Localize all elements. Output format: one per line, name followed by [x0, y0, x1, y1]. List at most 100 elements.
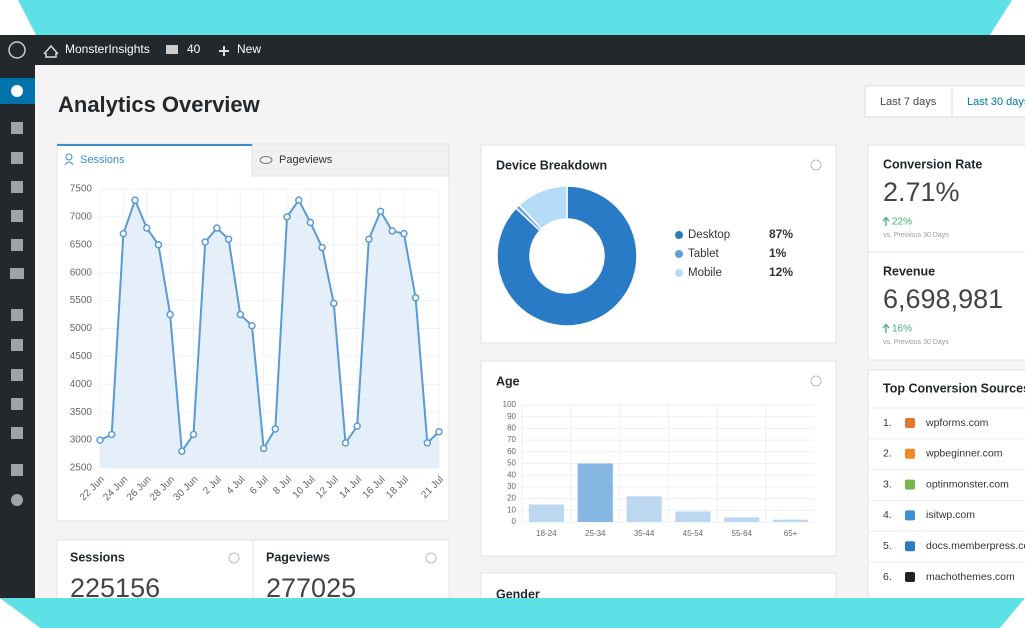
x-tick-label: 18-24: [536, 529, 557, 538]
x-tick-label: 55-64: [732, 529, 753, 538]
sidebar-icon[interactable]: [11, 239, 23, 251]
point: [365, 235, 373, 243]
wp-logo[interactable]: [8, 41, 26, 59]
point: [376, 207, 385, 216]
tab[interactable]: Sessions: [80, 154, 125, 166]
sidebar-icon[interactable]: [11, 494, 23, 506]
bottom-band: [0, 598, 1025, 628]
point: [400, 229, 408, 238]
y-tick-label: 3500: [70, 407, 93, 418]
sidebar-icon[interactable]: [11, 85, 23, 97]
point: [248, 321, 256, 330]
sidebar-icon[interactable]: [11, 398, 23, 410]
date-range-button[interactable]: Last 30 days: [967, 96, 1025, 108]
corner: [1000, 598, 1025, 628]
source-name[interactable]: docs.memberpress.com: [926, 540, 1025, 552]
info-icon[interactable]: [810, 159, 822, 171]
point: [294, 196, 303, 204]
source-name[interactable]: machothemes.com: [926, 571, 1015, 583]
source-rank: 3.: [883, 478, 892, 490]
y-tick-label: 4500: [70, 351, 93, 362]
comments-count[interactable]: 40: [187, 42, 201, 56]
site-link[interactable]: MonsterInsights: [65, 42, 150, 56]
bar: [675, 511, 711, 522]
source-name[interactable]: wpforms.com: [925, 417, 989, 429]
top-band: [18, 0, 1012, 35]
sidebar-icon[interactable]: [11, 181, 23, 193]
sidebar-icon[interactable]: [11, 152, 23, 164]
point: [411, 294, 420, 302]
y-tick-label: 80: [507, 424, 516, 433]
y-tick-label: 6000: [70, 267, 93, 278]
x-tick-label: 35-44: [634, 529, 655, 538]
x-tick-label: 25-34: [585, 529, 606, 538]
slice: [518, 185, 568, 231]
source-name[interactable]: wpbeginner.com: [925, 448, 1003, 460]
sessions-tab-accent[interactable]: [57, 144, 252, 146]
point: [353, 422, 361, 430]
new-link[interactable]: New: [237, 42, 261, 56]
sidebar-icon[interactable]: [11, 210, 23, 222]
source-icon: [905, 572, 915, 582]
date-range-group: [864, 85, 1025, 118]
sidebar-icon[interactable]: [11, 369, 23, 381]
sidebar-icon[interactable]: [10, 268, 24, 279]
y-tick-label: 2500: [70, 463, 93, 474]
sources-title: Top Conversion Sources: [883, 381, 1025, 395]
kpi-label: Revenue: [883, 264, 935, 278]
bar: [528, 504, 564, 522]
sidebar-icon[interactable]: [11, 309, 23, 321]
y-tick-label: 10: [507, 505, 516, 514]
value-label: 12%: [769, 265, 793, 279]
y-tick-label: 30: [507, 482, 516, 491]
bar: [773, 519, 809, 522]
point: [166, 310, 174, 319]
point: [306, 218, 315, 227]
sources-card: [867, 369, 1025, 621]
source-icon: [905, 448, 915, 459]
date-range-button[interactable]: Last 7 days: [880, 96, 937, 108]
y-tick-label: 70: [507, 435, 516, 444]
point: [259, 444, 268, 453]
kpi-value: 6,698,981: [883, 284, 1003, 314]
user-icon: [64, 161, 74, 166]
total-label: Pageviews: [266, 550, 330, 564]
point: [213, 224, 221, 232]
sidebar-icon[interactable]: [11, 427, 23, 439]
sidebar-icon[interactable]: [11, 339, 23, 351]
point: [423, 439, 432, 447]
info-icon[interactable]: [228, 552, 240, 564]
user-icon: [65, 153, 73, 161]
plus-icon: [219, 46, 229, 56]
info-icon[interactable]: [425, 552, 437, 564]
source-icon: [905, 510, 915, 521]
source-rank: 6.: [883, 571, 892, 583]
eye-icon: [259, 156, 273, 164]
sidebar-icon[interactable]: [11, 122, 23, 134]
card-title: Age: [496, 374, 520, 388]
y-tick-label: 0: [512, 517, 517, 526]
y-tick-label: 100: [503, 400, 517, 409]
legend-label: Tablet: [688, 248, 719, 260]
pageviews-tab[interactable]: [251, 143, 450, 177]
y-tick-label: 90: [507, 412, 516, 421]
point: [201, 238, 209, 246]
y-tick-label: 40: [507, 470, 516, 479]
y-tick-label: 20: [507, 494, 516, 503]
point: [388, 227, 396, 235]
source-name[interactable]: isitwp.com: [926, 509, 975, 521]
y-tick-label: 5500: [70, 295, 93, 306]
info-icon[interactable]: [810, 375, 822, 387]
tab[interactable]: Pageviews: [279, 154, 333, 166]
point: [283, 213, 291, 221]
y-tick-label: 3000: [70, 435, 93, 446]
age-card: [480, 360, 837, 557]
point: [119, 229, 128, 238]
sidebar-icon[interactable]: [11, 464, 23, 476]
y-tick-label: 7000: [70, 212, 93, 223]
source-name[interactable]: optinmonster.com: [926, 478, 1009, 490]
y-tick-label: 7500: [70, 184, 93, 195]
legend-label: Mobile: [688, 267, 722, 279]
legend-swatch: [675, 231, 683, 239]
bar: [626, 496, 662, 522]
